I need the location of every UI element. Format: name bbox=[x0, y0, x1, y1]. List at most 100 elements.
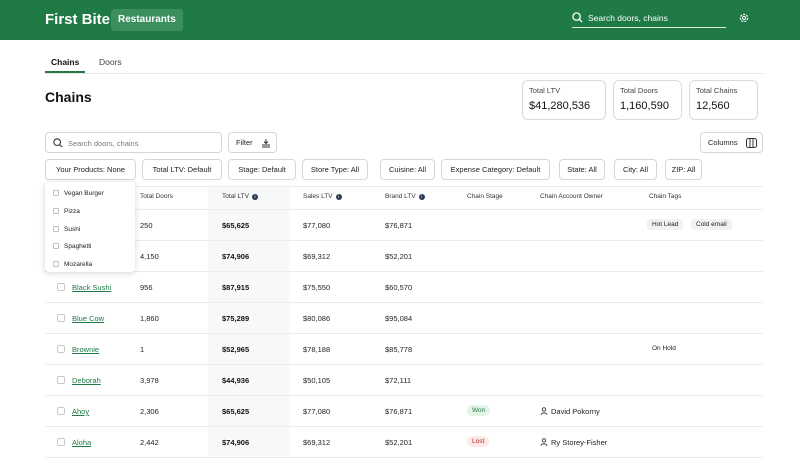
option-checkbox[interactable] bbox=[53, 261, 59, 267]
tab-chains[interactable]: Chains bbox=[51, 57, 80, 67]
cell-doors: 1 bbox=[140, 345, 145, 354]
page-title: Chains bbox=[45, 89, 92, 105]
filter-button[interactable]: Filter bbox=[228, 132, 277, 153]
option-label: Sushi bbox=[64, 226, 81, 233]
stage-badge-won[interactable]: Won bbox=[467, 405, 491, 416]
filter-chip-total-ltv[interactable]: Total LTV: Default bbox=[142, 159, 222, 180]
cell-brand-ltv: $60,570 bbox=[385, 283, 413, 292]
filter-chip-store-type[interactable]: Store Type: All bbox=[302, 159, 368, 180]
owner-name: David Pokorny bbox=[551, 407, 600, 416]
chain-name-link[interactable]: Brownie bbox=[72, 345, 100, 354]
option-checkbox[interactable] bbox=[53, 190, 59, 196]
option-checkbox[interactable] bbox=[53, 208, 59, 214]
gear-icon[interactable] bbox=[738, 12, 750, 24]
cell-total-ltv: $65,625 bbox=[222, 407, 250, 416]
table-top-border bbox=[45, 186, 763, 187]
account-owner[interactable]: Ry Storey-Fisher bbox=[540, 438, 607, 447]
search-placeholder: Search doors, chains bbox=[68, 139, 139, 148]
stage-badge-lost[interactable]: Lost bbox=[467, 436, 490, 447]
dropdown-option[interactable]: Vegan Burger bbox=[53, 190, 104, 197]
chain-name-link[interactable]: Deborah bbox=[72, 376, 101, 385]
cell-total-ltv: $52,965 bbox=[222, 345, 250, 354]
tag-badge[interactable]: Cold email bbox=[691, 219, 732, 230]
chain-name-link[interactable]: Black Sushi bbox=[72, 283, 112, 292]
col-header-chain-tags[interactable]: Chain Tags bbox=[649, 193, 682, 200]
chains-search-input[interactable]: Search doors, chains bbox=[45, 132, 222, 153]
stat-label: Total Chains bbox=[696, 86, 738, 95]
row-checkbox[interactable] bbox=[57, 438, 65, 446]
tab-doors[interactable]: Doors bbox=[99, 57, 122, 67]
total-ltv-column-highlight bbox=[208, 186, 290, 456]
search-icon bbox=[53, 138, 63, 148]
row-checkbox[interactable] bbox=[57, 376, 65, 384]
row-divider bbox=[45, 395, 763, 396]
row-checkbox[interactable] bbox=[57, 314, 65, 322]
chain-name-link[interactable]: Ahoy bbox=[72, 407, 90, 416]
tag-badge[interactable]: On Hold bbox=[652, 345, 676, 352]
filter-chip-zip[interactable]: ZIP: All bbox=[665, 159, 702, 180]
chain-name-link[interactable]: Aloha bbox=[72, 438, 92, 447]
filter-chip-city[interactable]: City: All bbox=[614, 159, 657, 180]
option-checkbox[interactable] bbox=[53, 243, 59, 249]
columns-button[interactable]: Columns bbox=[700, 132, 763, 153]
filter-chip-products[interactable]: Your Products: None bbox=[45, 159, 136, 180]
global-search-input[interactable]: Search doors, chains bbox=[572, 10, 726, 28]
stat-value: 1,160,590 bbox=[620, 100, 669, 112]
col-header-total-ltv[interactable]: Total LTV i bbox=[222, 193, 258, 200]
active-tab-indicator bbox=[45, 71, 85, 73]
row-divider bbox=[45, 333, 763, 334]
columns-icon bbox=[746, 138, 757, 148]
option-label: Pizza bbox=[64, 208, 80, 215]
col-header-brand-ltv[interactable]: Brand LTV i bbox=[385, 193, 425, 200]
row-divider bbox=[45, 426, 763, 427]
option-checkbox[interactable] bbox=[53, 226, 59, 232]
stat-total-doors: Total Doors 1,160,590 bbox=[613, 80, 682, 120]
account-owner[interactable]: David Pokorny bbox=[540, 407, 600, 416]
dropdown-option[interactable]: Spaghetti bbox=[53, 243, 91, 250]
products-dropdown: Vegan Burger Pizza Sushi Spaghetti Mozar… bbox=[45, 182, 135, 272]
cell-doors: 3,978 bbox=[140, 376, 159, 385]
tag-badge[interactable]: Hot Lead bbox=[647, 219, 684, 230]
col-header-chain-stage[interactable]: Chain Stage bbox=[467, 193, 503, 200]
search-icon bbox=[572, 12, 583, 23]
stat-label: Total Doors bbox=[620, 86, 658, 95]
cell-doors: 250 bbox=[140, 221, 153, 230]
cell-brand-ltv: $85,778 bbox=[385, 345, 413, 354]
cell-sales-ltv: $69,312 bbox=[303, 252, 331, 261]
cell-total-ltv: $75,289 bbox=[222, 314, 250, 323]
dropdown-option[interactable]: Pizza bbox=[53, 208, 80, 215]
stat-total-chains: Total Chains 12,560 bbox=[689, 80, 758, 120]
dropdown-option[interactable]: Sushi bbox=[53, 226, 80, 233]
col-header-account-owner[interactable]: Chain Account Owner bbox=[540, 193, 603, 200]
chain-name-link[interactable]: Blue Cow bbox=[72, 314, 105, 323]
cell-sales-ltv: $77,080 bbox=[303, 407, 331, 416]
col-header-label: Sales LTV bbox=[303, 193, 333, 200]
col-header-total-doors[interactable]: Total Doors bbox=[140, 193, 173, 200]
col-header-label: Brand LTV bbox=[385, 193, 416, 200]
filter-chip-expense-category[interactable]: Expense Category: Default bbox=[441, 159, 550, 180]
cell-brand-ltv: $95,084 bbox=[385, 314, 413, 323]
row-divider bbox=[45, 240, 763, 241]
filter-chip-state[interactable]: State: All bbox=[559, 159, 605, 180]
restaurants-nav-button[interactable]: Restaurants bbox=[111, 9, 183, 31]
filter-chip-cuisine[interactable]: Cuisine: All bbox=[380, 159, 435, 180]
cell-total-ltv: $44,936 bbox=[222, 376, 250, 385]
row-checkbox[interactable] bbox=[57, 345, 65, 353]
cell-brand-ltv: $52,201 bbox=[385, 252, 413, 261]
dropdown-option[interactable]: Mozarella bbox=[53, 261, 92, 268]
row-checkbox[interactable] bbox=[57, 283, 65, 291]
stat-value: 12,560 bbox=[696, 100, 730, 112]
tabs-divider bbox=[45, 73, 763, 74]
brand-logo[interactable]: First Bite bbox=[45, 11, 111, 28]
info-icon[interactable]: i bbox=[251, 194, 258, 200]
stat-total-ltv: Total LTV $41,280,536 bbox=[522, 80, 606, 120]
col-header-sales-ltv[interactable]: Sales LTV i bbox=[303, 193, 342, 200]
cell-doors: 2,442 bbox=[140, 438, 159, 447]
row-checkbox[interactable] bbox=[57, 407, 65, 415]
info-icon[interactable]: i bbox=[335, 194, 342, 200]
filter-chip-stage[interactable]: Stage: Default bbox=[228, 159, 296, 180]
info-icon[interactable]: i bbox=[418, 194, 425, 200]
row-divider bbox=[45, 271, 763, 272]
option-label: Mozarella bbox=[64, 261, 93, 268]
cell-brand-ltv: $76,871 bbox=[385, 407, 413, 416]
